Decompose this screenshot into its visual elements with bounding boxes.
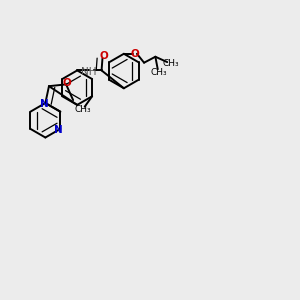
Text: O: O [62,79,71,88]
Text: NH: NH [81,67,97,77]
Text: CH₃: CH₃ [150,68,167,77]
Text: N: N [54,125,62,135]
Text: O: O [99,52,108,61]
Text: O: O [130,49,139,59]
Text: N: N [40,99,49,109]
Text: CH₃: CH₃ [163,59,179,68]
Text: CH₃: CH₃ [75,105,92,114]
